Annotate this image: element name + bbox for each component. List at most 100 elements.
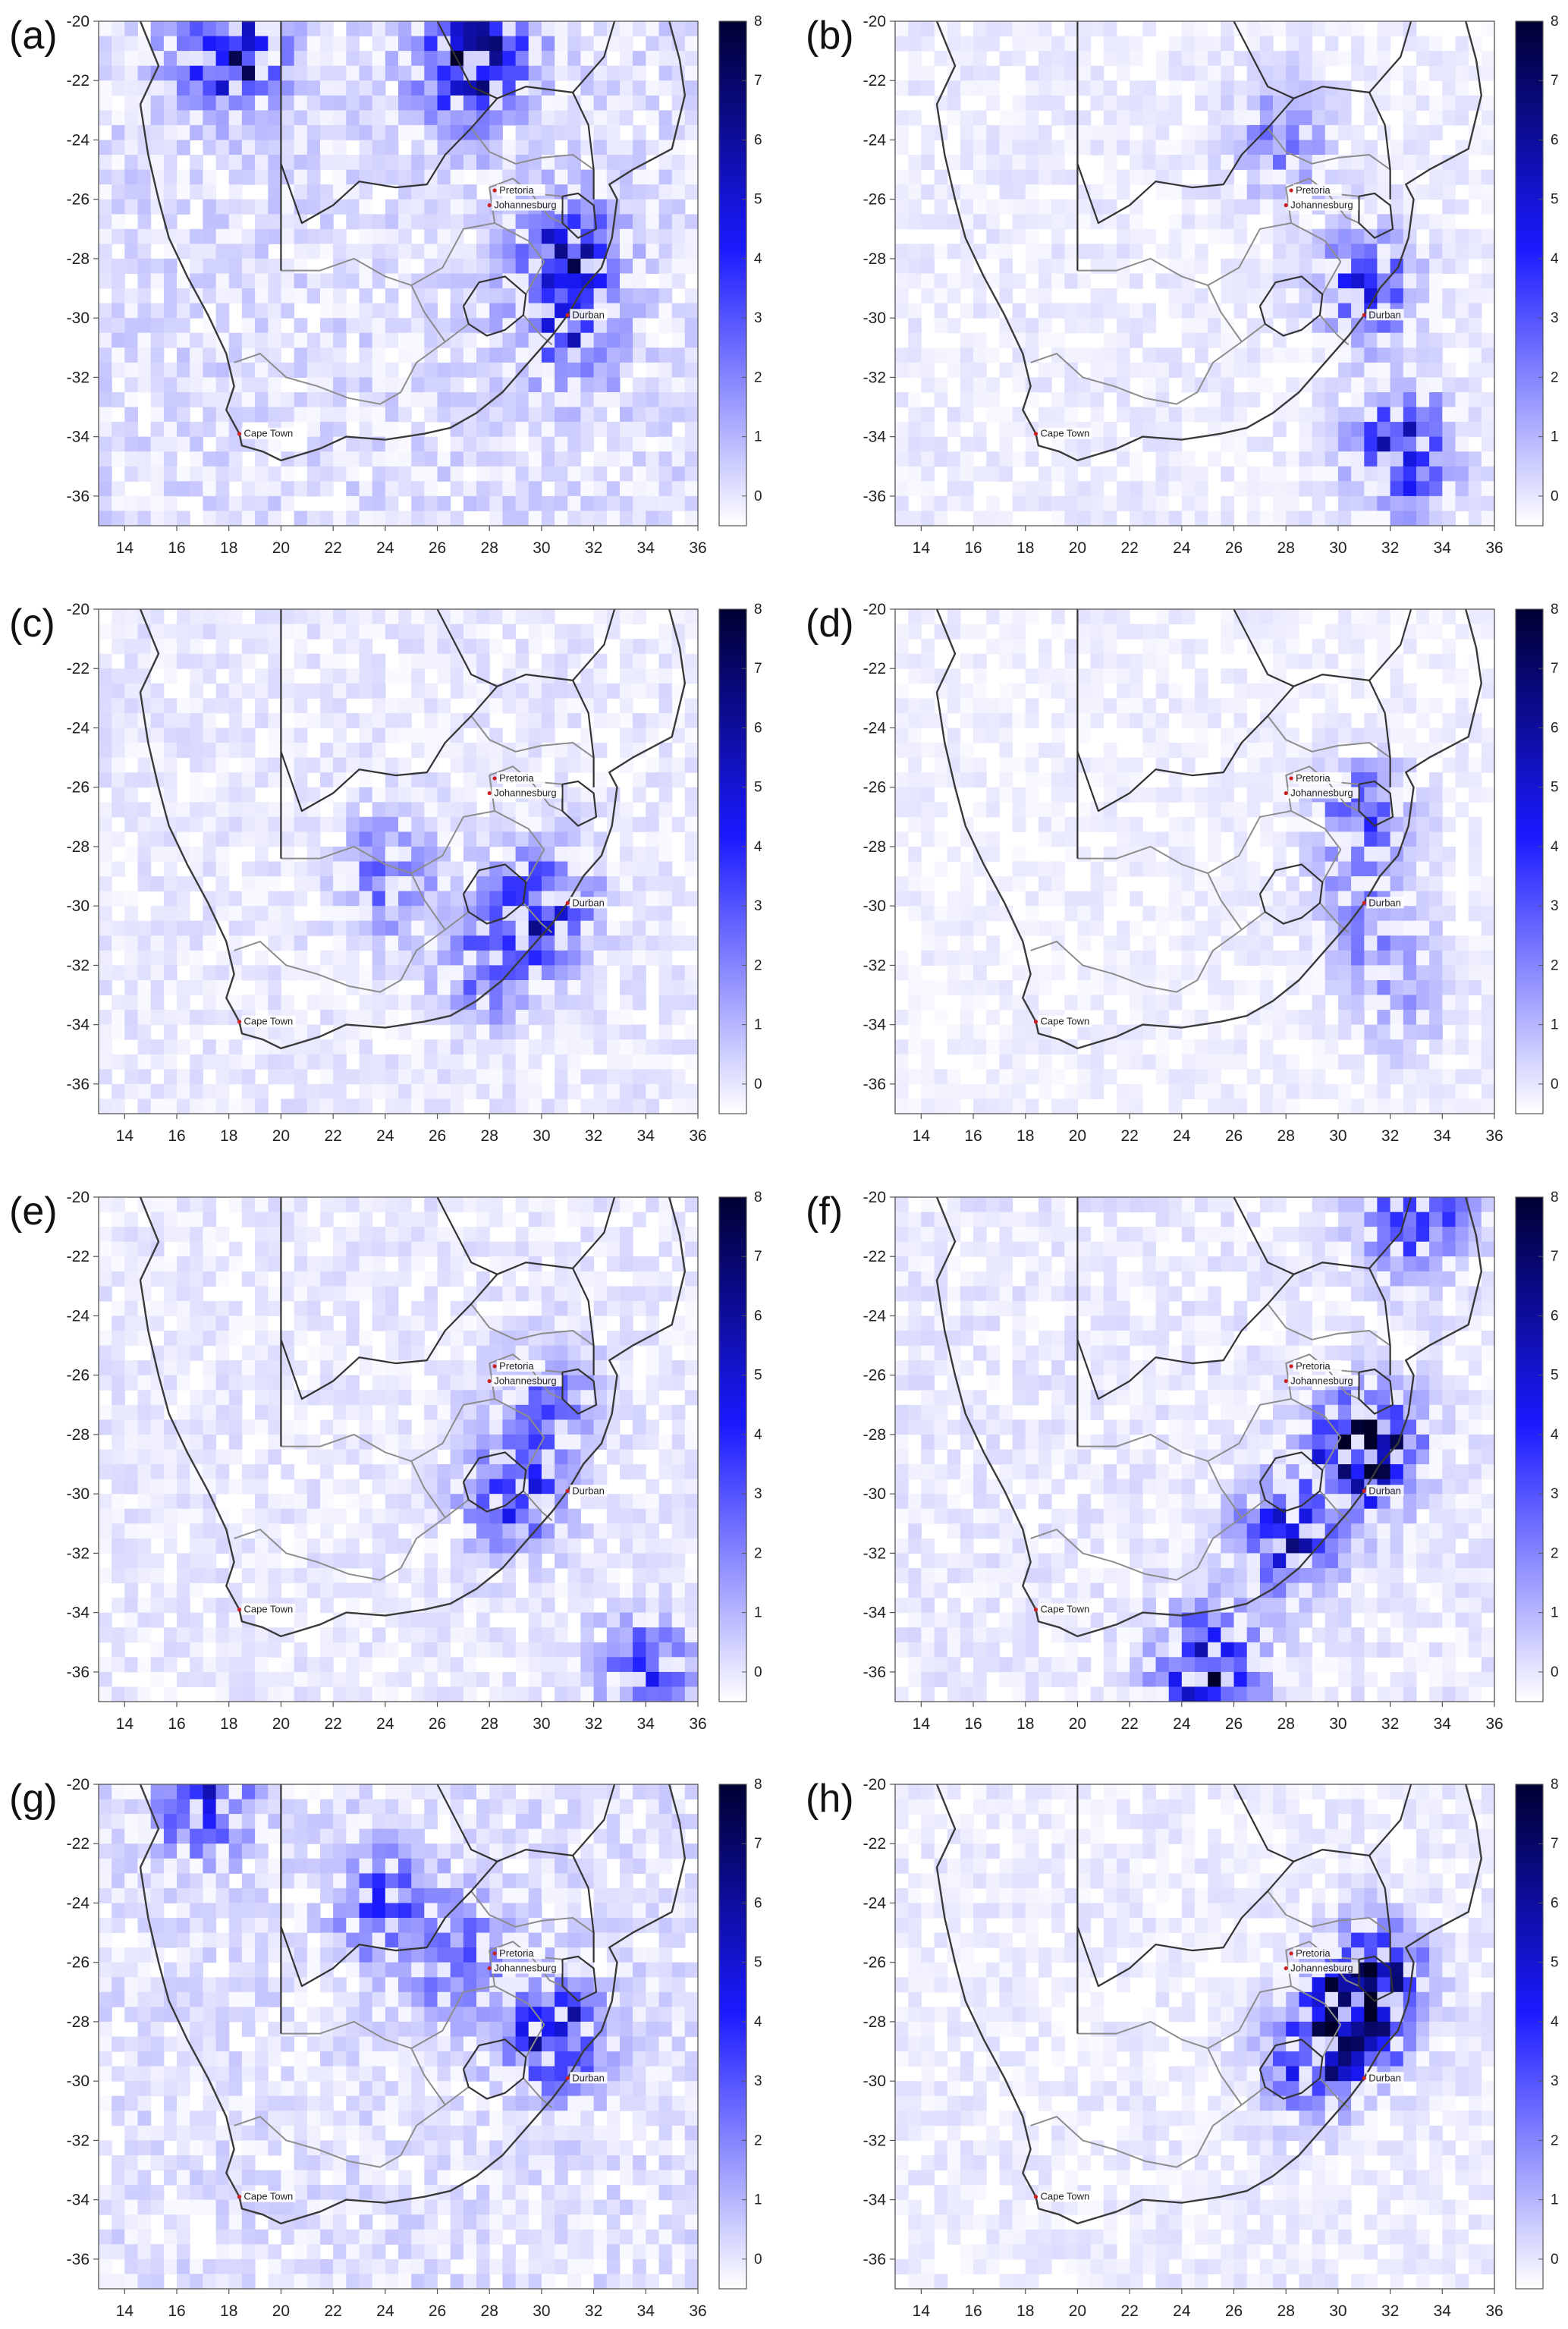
- heatmap-cell: [1246, 757, 1261, 773]
- heatmap-cell: [294, 728, 308, 743]
- heatmap-cell: [1403, 816, 1417, 832]
- heatmap-cell: [684, 347, 698, 363]
- heatmap-cell: [1077, 303, 1092, 319]
- heatmap-cell: [190, 110, 203, 126]
- heatmap-cell: [567, 511, 581, 526]
- heatmap-cell: [633, 214, 646, 230]
- heatmap-cell: [450, 244, 464, 259]
- heatmap-cell: [281, 273, 295, 289]
- heatmap-cell: [567, 698, 581, 714]
- heatmap-cell: [333, 683, 347, 699]
- heatmap-cell: [1077, 36, 1092, 52]
- city-label-bg: [497, 184, 545, 196]
- heatmap-cell: [528, 609, 542, 625]
- heatmap-cell: [1299, 124, 1313, 140]
- heatmap-cell: [986, 347, 1000, 363]
- heatmap-cell: [385, 407, 399, 423]
- heatmap-cell: [1416, 712, 1430, 728]
- heatmap-cell: [163, 199, 178, 215]
- heatmap-cell: [385, 36, 399, 52]
- heatmap-cell: [294, 743, 308, 759]
- heatmap-cell: [398, 407, 412, 423]
- heatmap-cell: [908, 318, 922, 334]
- y-tick-label: -32: [67, 957, 90, 974]
- heatmap-cell: [1468, 624, 1482, 640]
- heatmap-cell: [450, 757, 464, 773]
- heatmap-cell: [241, 169, 256, 185]
- heatmap-cell: [1246, 155, 1261, 171]
- heatmap-cell: [684, 258, 698, 274]
- heatmap-cells: [99, 609, 698, 1114]
- heatmap-cell: [1090, 609, 1105, 625]
- heatmap-cell: [320, 214, 334, 230]
- heatmap-cell: [359, 920, 373, 936]
- heatmap-cell: [1130, 407, 1143, 423]
- heatmap-cell: [398, 1024, 412, 1040]
- heatmap-cell: [633, 1054, 646, 1070]
- heatmap-cell: [1286, 743, 1299, 759]
- heatmap-cell: [1077, 609, 1092, 625]
- heatmap-cell: [658, 199, 673, 215]
- heatmap-cell: [150, 1054, 165, 1070]
- heatmap-cell: [502, 422, 517, 438]
- heatmap-cell: [177, 950, 190, 966]
- heatmap-cell: [228, 110, 243, 126]
- heatmap-cell: [476, 906, 490, 922]
- heatmap-cell: [1442, 228, 1456, 244]
- heatmap-cell: [999, 184, 1013, 200]
- heatmap-cell: [1221, 332, 1234, 348]
- heatmap-cell: [346, 451, 360, 467]
- colorbar-tick-label: 8: [1551, 14, 1559, 30]
- heatmap-cell: [150, 303, 165, 319]
- heatmap-cell: [294, 124, 308, 140]
- heatmap-cell: [658, 802, 673, 818]
- heatmap-cell: [333, 318, 347, 334]
- heatmap-cell: [606, 950, 621, 966]
- heatmap-cell: [658, 920, 673, 936]
- heatmap-cell: [1064, 481, 1078, 497]
- heatmap-cell: [620, 184, 633, 200]
- heatmap-cell: [1090, 318, 1105, 334]
- heatmap-cell: [1090, 698, 1105, 714]
- heatmap-cell: [398, 392, 412, 408]
- heatmap-cell: [1429, 214, 1443, 230]
- heatmap-cell: [112, 891, 125, 907]
- heatmap-cell: [1312, 228, 1326, 244]
- heatmap-cell: [1403, 362, 1417, 378]
- heatmap-cell: [1481, 95, 1494, 111]
- heatmap-cell: [450, 609, 464, 625]
- heatmap-cell: [163, 891, 178, 907]
- heatmap-cell: [646, 228, 659, 244]
- heatmap-cell: [908, 511, 922, 526]
- heatmap-cell: [1468, 184, 1482, 200]
- heatmap-cell: [528, 624, 542, 640]
- heatmap-cell: [241, 816, 256, 832]
- heatmap-cell: [528, 683, 542, 699]
- heatmap-cell: [895, 392, 909, 408]
- heatmap-cell: [1324, 920, 1339, 936]
- heatmap-cell: [124, 1054, 138, 1070]
- heatmap-cell: [502, 21, 517, 37]
- heatmap-cell: [112, 332, 125, 348]
- heatmap-cell: [528, 712, 542, 728]
- heatmap-cell: [385, 228, 399, 244]
- heatmap-cell: [124, 80, 138, 96]
- heatmap-cell: [489, 303, 503, 319]
- heatmap-cell: [241, 110, 256, 126]
- heatmap-cell: [1337, 155, 1352, 171]
- heatmap-cell: [658, 481, 673, 497]
- heatmap-cell: [1181, 787, 1196, 803]
- heatmap-cell: [1090, 422, 1105, 438]
- heatmap-cell: [1481, 51, 1494, 67]
- heatmap-cell: [255, 698, 269, 714]
- heatmap-cell: [580, 802, 595, 818]
- heatmap-cell: [921, 65, 935, 81]
- heatmap-cell: [1090, 140, 1105, 156]
- heatmap-cell: [190, 683, 203, 699]
- heatmap-cell: [228, 609, 243, 625]
- heatmap-cell: [671, 258, 686, 274]
- heatmap-cell: [1377, 816, 1391, 832]
- heatmap-cell: [1168, 407, 1183, 423]
- x-tick-label: 28: [481, 1127, 498, 1145]
- heatmap-cell: [1273, 422, 1287, 438]
